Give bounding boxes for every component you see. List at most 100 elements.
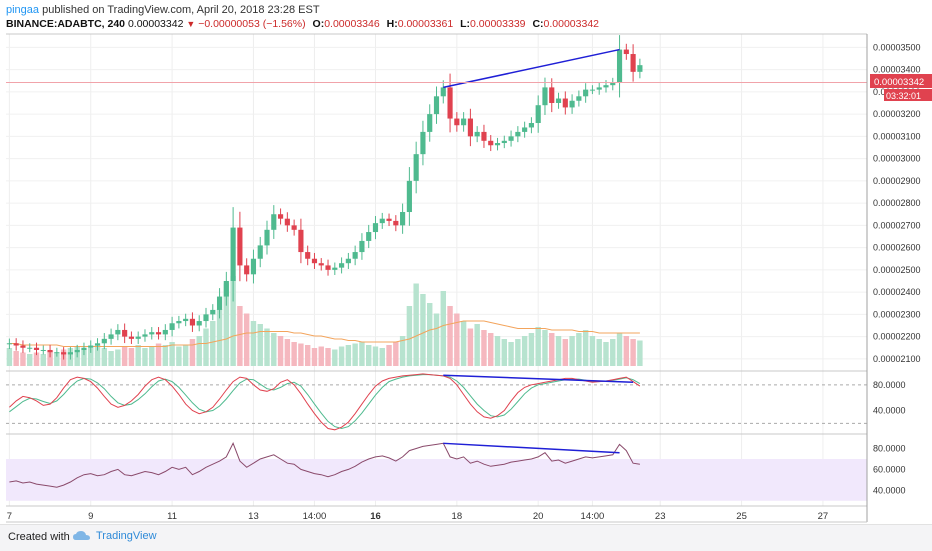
price-tick-label: 0.00003200 <box>873 109 921 119</box>
rsi-trendline <box>443 442 620 454</box>
candle-body <box>413 154 419 181</box>
price-tick-label: 0.00002600 <box>873 243 921 253</box>
candle-body <box>332 267 338 270</box>
volume-bar <box>501 339 508 366</box>
time-tick-label: 23 <box>655 511 666 522</box>
volume-bar <box>582 330 589 366</box>
candle-body <box>393 220 399 226</box>
open-label: O: <box>312 18 325 30</box>
time-tick-label: 20 <box>533 511 544 522</box>
volume-bar <box>386 345 392 366</box>
open-value: 0.00003346 <box>324 18 380 30</box>
volume-bar <box>189 339 196 366</box>
candle-body <box>583 89 589 97</box>
volume-bar <box>135 345 141 366</box>
created-with-text: Created with <box>8 531 70 543</box>
down-triangle-icon: ▼ <box>186 19 196 29</box>
candle-body <box>128 336 134 339</box>
volume-bar <box>115 349 121 366</box>
volume-bar <box>169 342 175 366</box>
candle-body <box>467 118 473 137</box>
candle-body <box>13 343 19 346</box>
volume-bar <box>433 313 440 366</box>
volume-bar <box>488 333 494 366</box>
low-label: L: <box>460 18 471 30</box>
candle-body <box>162 329 168 335</box>
volume-bar <box>528 333 535 366</box>
volume-bar <box>460 321 467 366</box>
change-value: −0.00000053 (−1.56%) <box>198 18 306 30</box>
rsi-band <box>6 458 867 501</box>
volume-bar <box>40 354 46 366</box>
candle-body <box>155 332 162 335</box>
volume-bar <box>257 324 263 366</box>
volume-bar <box>569 336 575 366</box>
volume-bar <box>372 346 379 366</box>
author-link[interactable]: pingaa <box>6 4 40 16</box>
volume-bar <box>562 339 569 366</box>
volume-bar <box>589 336 596 366</box>
volume-bar <box>399 336 406 366</box>
candle-body <box>149 332 155 335</box>
high-value: 0.00003361 <box>397 18 454 30</box>
candle-body <box>223 280 229 297</box>
tradingview-logo[interactable]: TradingView <box>72 529 157 543</box>
volume-bar <box>162 345 169 366</box>
candle-body <box>196 321 202 326</box>
candle-body <box>427 114 433 132</box>
close-value: 0.00003342 <box>543 18 600 30</box>
candle-body <box>189 318 196 326</box>
price-tick-label: 0.00002900 <box>873 176 921 186</box>
volume-bar <box>216 309 223 366</box>
time-tick-label: 9 <box>88 511 93 522</box>
price-tick-label: 0.00002100 <box>873 354 921 364</box>
price-tick-label: 0.00002500 <box>873 265 921 275</box>
volume-bar <box>88 348 94 366</box>
volume-bars <box>6 276 643 366</box>
candle-body <box>339 263 345 268</box>
volume-bar <box>352 343 358 366</box>
candle-body <box>108 334 114 339</box>
price-trendline[interactable] <box>443 48 620 89</box>
time-tick-label: 11 <box>167 511 177 522</box>
volume-bar <box>535 327 541 366</box>
candle-body <box>271 214 277 230</box>
stoch-trendline <box>443 374 634 384</box>
stoch-k-line <box>9 373 641 431</box>
candle-body <box>40 349 46 351</box>
candle-body <box>576 96 582 101</box>
volume-bar <box>203 328 209 366</box>
volume-bar <box>128 348 135 366</box>
volume-bar <box>630 339 636 366</box>
candle-body <box>515 131 521 137</box>
candle-body <box>61 352 67 355</box>
volume-bar <box>596 339 602 366</box>
chart-canvas[interactable]: 0.000035000.000034000.000033000.00003200… <box>0 0 932 524</box>
candle-body <box>454 118 460 126</box>
footer: Created with TradingView <box>0 524 932 551</box>
price-tick-label: 0.00003400 <box>873 65 921 75</box>
candle-body <box>474 131 480 137</box>
candle-body <box>616 49 623 83</box>
volume-bar <box>250 321 257 366</box>
volume-bar <box>196 336 202 366</box>
time-tick-label: 14:00 <box>303 511 327 522</box>
axes <box>6 33 868 523</box>
candle-body <box>549 87 555 103</box>
candle-body <box>284 218 290 226</box>
volume-bar <box>298 343 304 366</box>
volume-bar <box>413 283 419 366</box>
candle-body <box>67 352 73 355</box>
price-tag: 0.00003342 03:32:01 <box>870 74 932 101</box>
time-tick-label: 27 <box>818 511 829 522</box>
volume-bar <box>47 351 53 366</box>
candle-body <box>20 345 26 348</box>
volume-bar <box>13 351 19 366</box>
volume-bar <box>20 352 26 366</box>
volume-bar <box>406 306 413 366</box>
candle-body <box>6 343 12 345</box>
volume-bar <box>243 313 250 366</box>
candle-body <box>535 105 541 124</box>
price-tick-label: 0.00002400 <box>873 287 921 297</box>
volume-bar <box>616 333 623 366</box>
